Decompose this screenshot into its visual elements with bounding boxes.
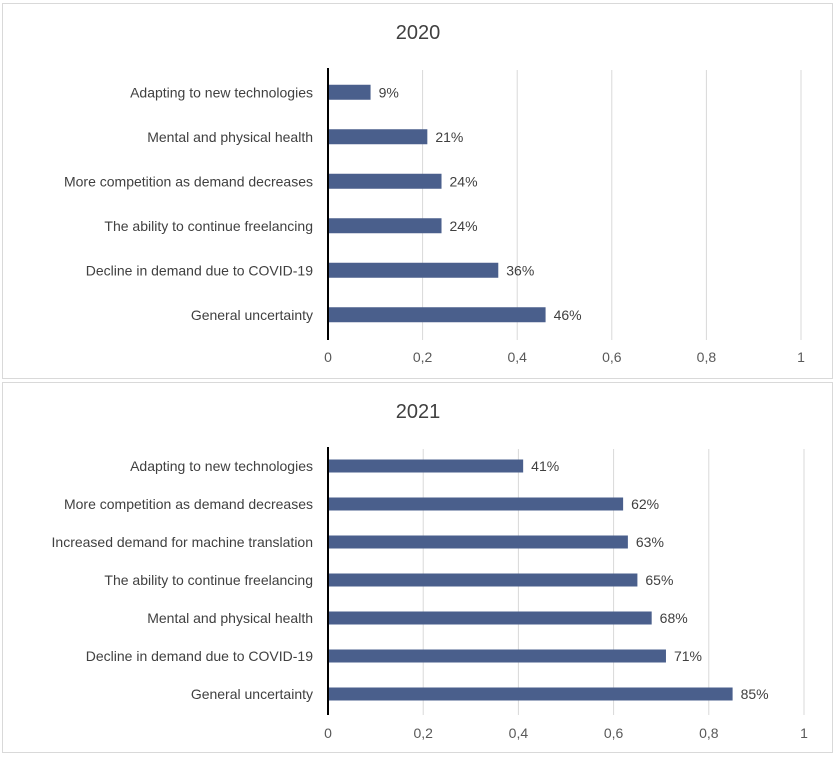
chart-2020-bar: [328, 173, 442, 189]
chart-2021-x-tick-label: 0: [324, 725, 332, 741]
chart-2021-category-label: General uncertainty: [191, 686, 313, 702]
chart-2020-bar: [328, 84, 371, 100]
chart-2020-category-label: General uncertainty: [191, 307, 313, 323]
chart-2021-bar: [328, 649, 666, 663]
chart-2020-data-label: 46%: [554, 307, 582, 323]
chart-2020-data-label: 36%: [506, 262, 534, 278]
chart-2020-bar: [328, 307, 546, 323]
chart-2020-data-label: 9%: [379, 84, 399, 100]
chart-2020-x-tick-label: 0,2: [413, 349, 433, 365]
chart-2020-x-tick-label: 0,4: [507, 349, 527, 365]
chart-2020-bar: [328, 262, 499, 278]
chart-2020-category-label: More competition as demand decreases: [64, 173, 313, 189]
chart-2021-category-label: Decline in demand due to COVID-19: [86, 648, 313, 664]
chart-2021-data-label: 62%: [631, 496, 659, 512]
chart-2021-bar: [328, 687, 733, 701]
chart-2021-x-tick-label: 0,4: [509, 725, 529, 741]
chart-2021-category-label: Adapting to new technologies: [130, 458, 313, 474]
chart-2021-x-tick-label: 0,8: [699, 725, 719, 741]
chart-2021-bar: [328, 535, 628, 549]
chart-2021-data-label: 85%: [741, 686, 769, 702]
chart-2021-data-label: 63%: [636, 534, 664, 550]
chart-2021-bar: [328, 573, 638, 587]
chart-2021-bar: [328, 497, 624, 511]
chart-2021-data-label: 68%: [660, 610, 688, 626]
chart-2021-category-label: More competition as demand decreases: [64, 496, 313, 512]
chart-2020-category-label: The ability to continue freelancing: [104, 218, 313, 234]
chart-2021-title: 2021: [396, 401, 441, 423]
chart-2021-category-label: Mental and physical health: [147, 610, 313, 626]
chart-2020-data-label: 24%: [450, 218, 478, 234]
chart-2021-x-tick-label: 0,2: [413, 725, 433, 741]
chart-2020-x-tick-label: 0: [324, 349, 332, 365]
chart-2020-x-tick-label: 1: [797, 349, 805, 365]
chart-2021-category-label: Increased demand for machine translation: [52, 534, 313, 550]
chart-2021: 2021 0 0,2 0,4 0,6 0,8 1 Adapting to new techno…: [2, 382, 833, 753]
chart-2020-category-label: Decline in demand due to COVID-19: [86, 262, 313, 278]
chart-2020: 2020 0 0,2 0,4 0,6 0,8 1 Adapting to new techno…: [2, 3, 833, 379]
chart-2020-svg: 2020 0 0,2 0,4 0,6 0,8 1 Adapting to new techno…: [64, 22, 805, 365]
chart-2020-data-label: 21%: [435, 129, 463, 145]
chart-2021-svg: 2021 0 0,2 0,4 0,6 0,8 1 Adapting to new techno…: [52, 401, 809, 741]
chart-2021-data-label: 71%: [674, 648, 702, 664]
chart-2020-x-tick-label: 0,8: [697, 349, 717, 365]
chart-2020-data-label: 24%: [450, 173, 478, 189]
chart-2021-bar: [328, 611, 652, 625]
chart-2020-category-label: Mental and physical health: [147, 129, 313, 145]
chart-2020-bar: [328, 218, 442, 234]
chart-2020-title: 2020: [396, 22, 441, 44]
chart-2021-category-label: The ability to continue freelancing: [104, 572, 313, 588]
chart-2021-bar: [328, 459, 524, 473]
chart-2021-data-label: 41%: [531, 458, 559, 474]
chart-2021-x-tick-label: 1: [800, 725, 808, 741]
chart-2021-x-tick-label: 0,6: [604, 725, 624, 741]
chart-2020-category-label: Adapting to new technologies: [130, 84, 313, 100]
chart-2020-x-tick-label: 0,6: [602, 349, 622, 365]
chart-2021-data-label: 65%: [645, 572, 673, 588]
chart-2020-bar: [328, 129, 428, 145]
